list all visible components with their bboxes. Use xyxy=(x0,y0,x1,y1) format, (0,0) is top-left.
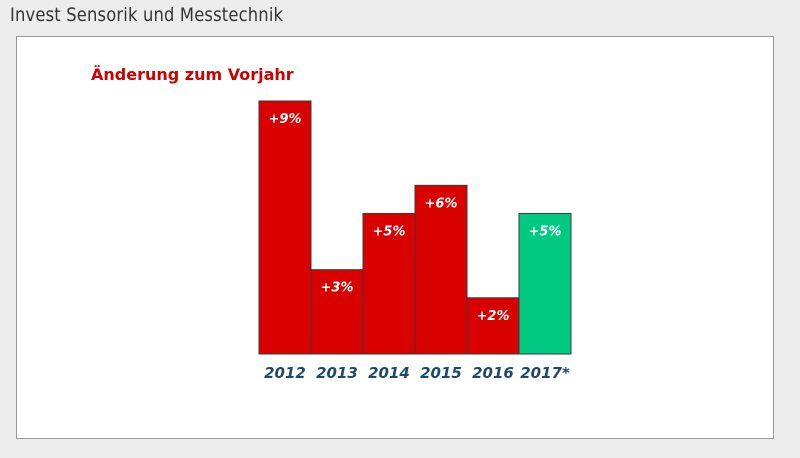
tick-label-2012: 2012 xyxy=(264,364,306,382)
data-label-2015: +6% xyxy=(425,196,458,211)
tick-labels-group: 2012 2013 2014 2015 2016 2017* xyxy=(264,364,570,382)
data-label-2016: +2% xyxy=(477,309,510,324)
bar-2013 xyxy=(310,269,364,355)
bar-2012 xyxy=(258,100,312,355)
tick-label-2014: 2014 xyxy=(368,364,410,382)
data-labels-group: +9% +3% +5% +6% +2% +5% xyxy=(269,112,562,324)
tick-label-2013: 2013 xyxy=(316,364,358,382)
data-label-2013: +3% xyxy=(321,281,354,296)
bar-chart: Änderung zum Vorjahr +9%+3%+5%+6%+2%+5% … xyxy=(91,65,572,382)
chart-subtitle: Änderung zum Vorjahr xyxy=(91,65,294,84)
tick-label-2016: 2016 xyxy=(472,364,514,382)
data-label-2014: +5% xyxy=(373,224,406,239)
bars-group xyxy=(258,100,572,355)
tick-label-2017: 2017* xyxy=(520,364,570,382)
bar-2016 xyxy=(466,297,520,355)
chart-panel: Änderung zum Vorjahr +9% +3% +5% +6% +2% +5% … xyxy=(16,36,774,439)
bar-2017 xyxy=(518,212,572,355)
data-label-2012: +9% xyxy=(269,112,302,127)
tick-label-2015: 2015 xyxy=(420,364,462,382)
bar-2014 xyxy=(362,212,416,355)
bar-2015 xyxy=(414,184,468,355)
page-title: Invest Sensorik und Messtechnik xyxy=(10,4,284,26)
data-label-2017: +5% xyxy=(529,224,562,239)
